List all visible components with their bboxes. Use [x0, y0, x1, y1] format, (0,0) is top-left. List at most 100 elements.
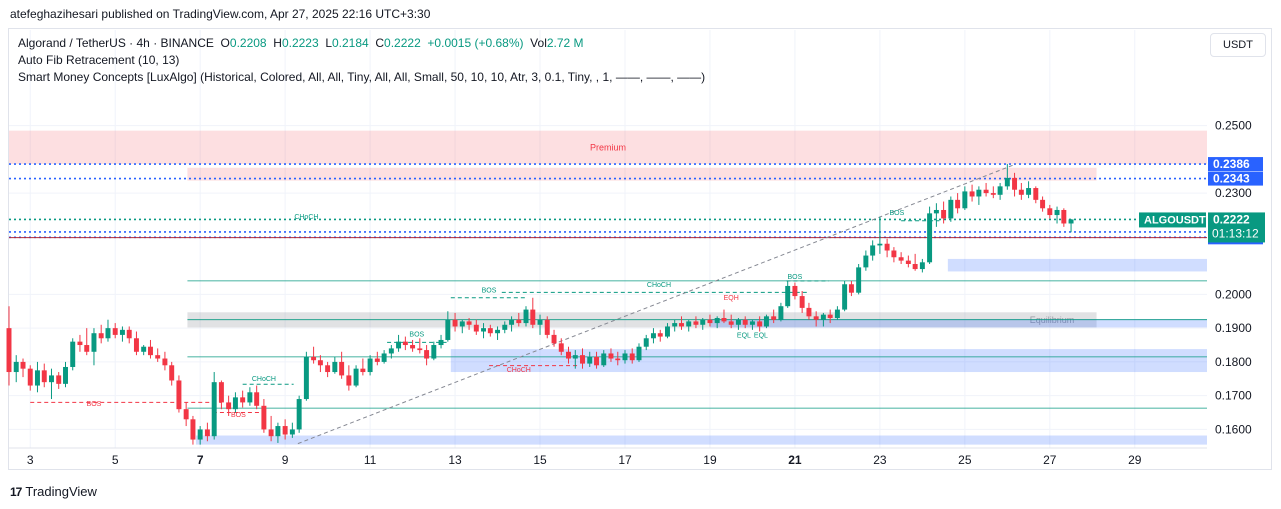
candle-body[interactable] — [70, 341, 76, 367]
candle-body[interactable] — [749, 321, 755, 325]
candle-body[interactable] — [516, 319, 522, 324]
candle-body[interactable] — [105, 328, 111, 339]
candle-body[interactable] — [303, 356, 309, 400]
candle-body[interactable] — [311, 356, 317, 361]
candle-body[interactable] — [820, 314, 826, 320]
footer-brand[interactable]: TradingView — [25, 484, 97, 499]
candle-body[interactable] — [481, 328, 487, 332]
candle-body[interactable] — [275, 426, 281, 437]
candle-body[interactable] — [580, 355, 585, 364]
candle-body[interactable] — [431, 345, 437, 359]
candle-body[interactable] — [870, 245, 876, 256]
candle-body[interactable] — [240, 397, 246, 403]
candle-body[interactable] — [827, 314, 833, 319]
candle-body[interactable] — [643, 338, 649, 347]
candle-body[interactable] — [452, 319, 458, 327]
candle-body[interactable] — [664, 326, 670, 337]
candle-body[interactable] — [141, 346, 147, 352]
candle-body[interactable] — [927, 213, 933, 263]
candle-body[interactable] — [558, 343, 564, 352]
candle-body[interactable] — [792, 285, 798, 297]
candle-body[interactable] — [502, 324, 508, 330]
candle-body[interactable] — [530, 309, 536, 325]
candle-body[interactable] — [1040, 199, 1046, 209]
candle-body[interactable] — [700, 319, 706, 325]
candle-body[interactable] — [941, 209, 947, 219]
candle-body[interactable] — [891, 250, 897, 258]
candle-body[interactable] — [721, 318, 727, 322]
candle-body[interactable] — [410, 345, 416, 349]
candle-body[interactable] — [948, 199, 954, 219]
candle-body[interactable] — [572, 355, 578, 359]
candle-body[interactable] — [551, 334, 557, 344]
candle-body[interactable] — [1018, 189, 1024, 195]
candle-body[interactable] — [119, 329, 125, 335]
candle-body[interactable] — [332, 361, 338, 373]
candle-body[interactable] — [1026, 188, 1032, 195]
candle-body[interactable] — [933, 209, 939, 214]
candle-body[interactable] — [976, 189, 982, 197]
candle-body[interactable] — [707, 319, 713, 324]
candle-body[interactable] — [742, 319, 748, 325]
candle-body[interactable] — [98, 333, 104, 339]
candle-body[interactable] — [594, 356, 600, 366]
candle-body[interactable] — [77, 341, 83, 346]
tradingview-logo-icon[interactable]: 17 — [10, 484, 22, 499]
candle-body[interactable] — [84, 345, 90, 352]
candle-body[interactable] — [41, 370, 47, 383]
candle-body[interactable] — [126, 329, 132, 339]
candle-body[interactable] — [296, 399, 302, 430]
candle-body[interactable] — [848, 284, 854, 293]
candle-body[interactable] — [155, 355, 161, 359]
candle-body[interactable] — [402, 341, 408, 346]
candle-body[interactable] — [650, 333, 656, 339]
candle-body[interactable] — [799, 296, 805, 308]
candle-body[interactable] — [438, 339, 444, 346]
candle-body[interactable] — [608, 353, 614, 359]
candle-body[interactable] — [27, 368, 33, 386]
candle-body[interactable] — [1012, 177, 1018, 190]
candle-body[interactable] — [112, 328, 118, 335]
candle-body[interactable] — [544, 319, 550, 335]
candle-body[interactable] — [34, 370, 40, 386]
candle-body[interactable] — [863, 255, 869, 268]
candle-body[interactable] — [877, 243, 883, 246]
candle-body[interactable] — [183, 409, 189, 420]
candle-body[interactable] — [466, 321, 472, 325]
candle-body[interactable] — [56, 375, 62, 384]
candle-body[interactable] — [247, 392, 253, 403]
candle-body[interactable] — [629, 353, 635, 361]
candle-body[interactable] — [509, 319, 515, 325]
candle-body[interactable] — [587, 356, 593, 364]
candle-body[interactable] — [487, 328, 493, 334]
candle-body[interactable] — [63, 366, 68, 384]
candle-body[interactable] — [735, 319, 741, 325]
candle-body[interactable] — [190, 419, 196, 440]
candle-body[interactable] — [537, 319, 543, 325]
candle-body[interactable] — [388, 348, 394, 354]
candle-body[interactable] — [254, 392, 260, 406]
candle-body[interactable] — [226, 402, 232, 410]
candle-body[interactable] — [1047, 208, 1053, 216]
candle-body[interactable] — [218, 382, 224, 403]
candle-body[interactable] — [147, 346, 153, 356]
candle-body[interactable] — [813, 316, 819, 320]
candle-body[interactable] — [1033, 188, 1039, 200]
candle-body[interactable] — [211, 382, 217, 437]
candle-body[interactable] — [133, 338, 139, 352]
candle-body[interactable] — [615, 358, 621, 361]
candle-body[interactable] — [990, 193, 996, 195]
candle-body[interactable] — [983, 189, 989, 194]
candle-body[interactable] — [49, 375, 54, 383]
candle-body[interactable] — [268, 429, 274, 437]
candle-body[interactable] — [424, 350, 430, 359]
candle-body[interactable] — [396, 341, 402, 349]
candle-body[interactable] — [672, 323, 678, 327]
candle-body[interactable] — [91, 333, 97, 352]
candle-body[interactable] — [261, 405, 267, 430]
candle-body[interactable] — [445, 319, 451, 340]
candle-body[interactable] — [757, 321, 763, 327]
candle-body[interactable] — [6, 328, 12, 373]
candle-body[interactable] — [346, 375, 352, 386]
candle-body[interactable] — [566, 351, 571, 359]
